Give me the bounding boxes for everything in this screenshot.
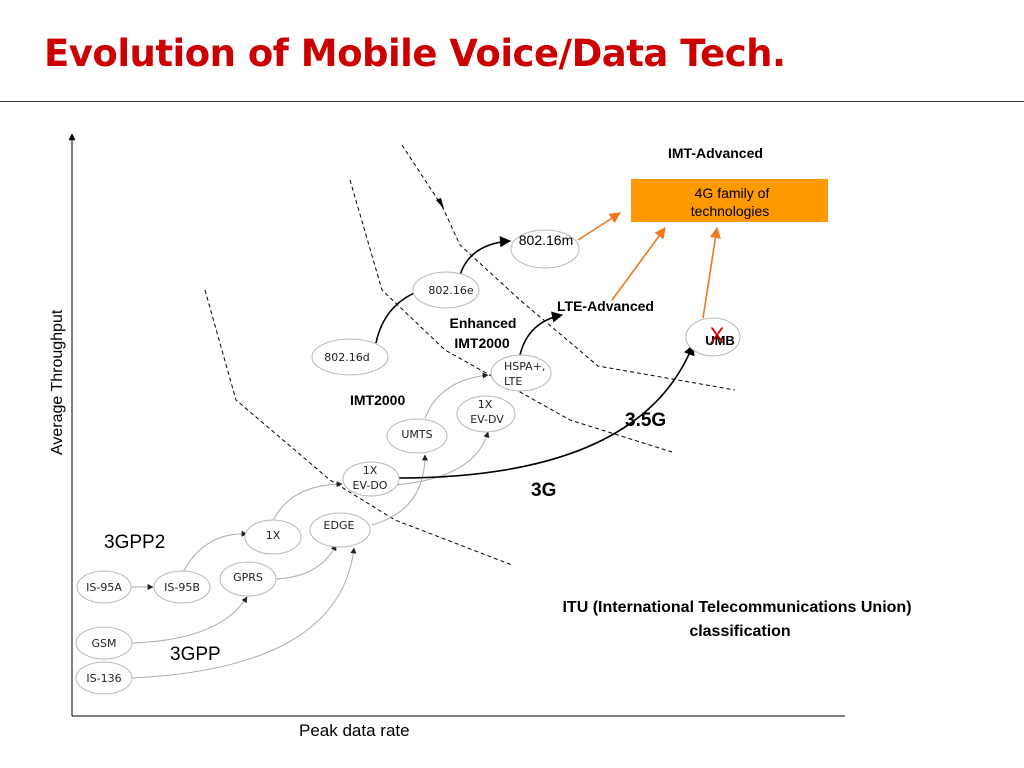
page-title: Evolution of Mobile Voice/Data Tech.: [44, 32, 786, 75]
arrow-evdo-to-evdv: [394, 431, 490, 486]
title-divider: [0, 101, 1024, 102]
svg-text:EDGE: EDGE: [324, 519, 355, 532]
arrow-80216m-to-4g: [577, 212, 621, 241]
svg-text:EV-DV: EV-DV: [470, 413, 504, 426]
label-imt2000: IMT2000: [350, 392, 405, 408]
svg-text:GPRS: GPRS: [233, 571, 263, 584]
svg-text:IS-95B: IS-95B: [164, 581, 200, 594]
label-3gpp: 3GPP: [170, 644, 221, 665]
label-itu-line2: classification: [689, 623, 790, 640]
node-is95a: IS-95A: [76, 570, 132, 604]
svg-text:802.16e: 802.16e: [428, 284, 473, 297]
svg-text:HSPA+,: HSPA+,: [504, 360, 545, 373]
node-hspa-lte: HSPA+, LTE: [490, 354, 552, 392]
box-4g-family: 4G family of technologies: [631, 179, 828, 222]
svg-text:802.16d: 802.16d: [324, 351, 369, 364]
boundary-3g-35g: [349, 179, 673, 453]
svg-text:EV-DO: EV-DO: [353, 479, 388, 492]
boundary-35g-4g: [401, 144, 443, 207]
svg-text:technologies: technologies: [691, 203, 770, 219]
node-80216d: 802.16d: [311, 338, 389, 376]
node-edge: EDGE: [309, 512, 371, 548]
svg-text:IS-95A: IS-95A: [86, 581, 122, 594]
svg-text:UMB: UMB: [705, 333, 735, 348]
arrow-edge-to-umts: [371, 454, 428, 526]
arrow-gsm-to-gprs: [131, 596, 248, 644]
node-umb: UMB X: [685, 317, 741, 357]
node-gprs: GPRS: [219, 561, 277, 597]
x-axis-label: Peak data rate: [299, 721, 410, 740]
svg-text:1X: 1X: [363, 464, 378, 477]
label-enhanced-imt2000-line2: IMT2000: [454, 335, 509, 351]
node-gsm: GSM: [75, 626, 133, 660]
node-evdv: 1X EV-DV: [456, 395, 516, 433]
label-3gpp2: 3GPP2: [104, 532, 165, 553]
svg-text:GSM: GSM: [92, 637, 117, 650]
arrow-1x-to-evdo: [272, 481, 343, 522]
label-enhanced-imt2000: Enhanced: [450, 315, 517, 331]
arrow-is95b-to-1x: [182, 530, 248, 573]
arrow-80216e-to-80216m: [459, 236, 512, 276]
arrow-umts-to-hspa: [424, 372, 489, 419]
svg-text:IS-136: IS-136: [86, 672, 121, 685]
svg-text:802.16m: 802.16m: [519, 232, 573, 248]
node-umts: UMTS: [386, 418, 448, 454]
node-is95b: IS-95B: [153, 570, 211, 604]
arrow-evdo-to-umb: [396, 343, 695, 479]
y-axis-label: Average Throughput: [49, 309, 66, 455]
svg-text:1X: 1X: [478, 398, 493, 411]
label-3-5g: 3.5G: [625, 410, 666, 431]
node-80216e: 802.16e: [412, 271, 480, 309]
boundary-arrowhead: [436, 198, 444, 209]
node-evdo: 1X EV-DO: [342, 461, 400, 497]
arrow-gprs-to-edge: [274, 544, 337, 580]
node-80216m: 802.16m: [510, 229, 580, 269]
arrow-is136-to-edge: [131, 547, 357, 679]
svg-text:UMTS: UMTS: [401, 428, 432, 441]
label-lte-advanced: LTE-Advanced: [557, 298, 654, 314]
label-imt-advanced: IMT-Advanced: [668, 145, 763, 161]
node-1x: 1X: [244, 519, 302, 555]
svg-text:1X: 1X: [266, 529, 281, 542]
arrow-hspa-to-lte-advanced: [519, 311, 564, 356]
arrow-umb-to-4g: [702, 226, 721, 319]
svg-text:4G family of: 4G family of: [695, 185, 770, 201]
node-is136: IS-136: [75, 661, 133, 695]
svg-text:LTE: LTE: [504, 375, 522, 388]
label-3g: 3G: [531, 480, 556, 501]
arrow-lte-advanced-to-4g: [611, 227, 666, 301]
boundary-35g-4g-lower: [441, 205, 736, 391]
label-itu: ITU (International Telecommunications Un…: [562, 599, 911, 616]
umb-cross-mark: X: [710, 323, 725, 348]
